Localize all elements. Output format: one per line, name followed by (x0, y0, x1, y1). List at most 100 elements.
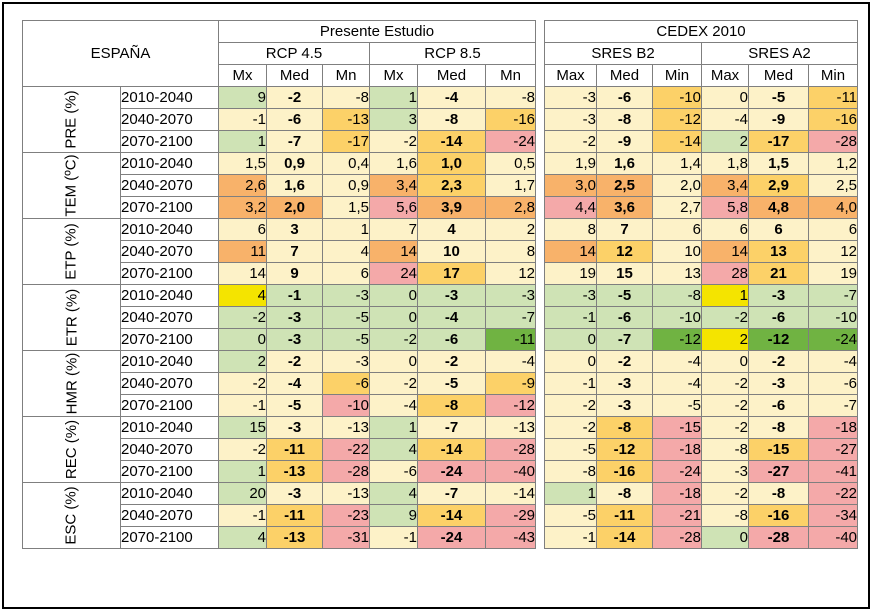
value-cell: -34 (807, 504, 859, 527)
value-cell: 10 (417, 240, 486, 263)
value-cell: -12 (652, 328, 702, 351)
period-label: 2070-2100 (120, 196, 219, 219)
column-header: Mx (369, 64, 418, 87)
region-label: ESPAÑA (22, 20, 219, 87)
value-cell: 19 (544, 262, 597, 285)
value-cell: 0 (701, 350, 749, 373)
value-cell: -2 (701, 306, 749, 329)
column-header: Max (701, 64, 749, 87)
value-cell: 3 (369, 108, 418, 131)
value-cell: 1,6 (266, 174, 323, 197)
column-header: Min (652, 64, 702, 87)
value-cell: -9 (748, 108, 809, 131)
period-label: 2040-2070 (120, 174, 219, 197)
value-cell: 1,6 (369, 152, 418, 175)
value-cell: 2,3 (417, 174, 486, 197)
value-cell: -24 (484, 130, 537, 153)
value-cell: -8 (417, 394, 486, 417)
value-cell: -4 (417, 306, 486, 329)
variable-label: HMR (%) (22, 350, 121, 417)
scenario-sres-b2: SRES B2 (544, 42, 702, 65)
variable-label-text: ESC (%) (63, 486, 80, 545)
value-cell: -6 (596, 306, 653, 329)
value-cell: 21 (748, 262, 809, 285)
value-cell: -1 (369, 526, 418, 549)
value-cell: 3,4 (701, 174, 749, 197)
value-cell: -24 (807, 328, 859, 351)
table-row: 3,0 2,5 2,0 3,4 2,9 2,5 (544, 174, 859, 197)
value-cell: 1,9 (544, 152, 597, 175)
value-cell: 3,4 (369, 174, 418, 197)
value-cell: 13 (748, 240, 809, 263)
value-cell: 1,5 (218, 152, 267, 175)
value-cell: -6 (748, 306, 809, 329)
value-cell: 3,6 (596, 196, 653, 219)
period-label: 2070-2100 (120, 460, 219, 483)
value-cell: -8 (748, 416, 809, 439)
value-cell: 6 (807, 218, 859, 241)
value-cell: -6 (596, 86, 653, 109)
variable-label: REC (%) (22, 416, 121, 483)
value-cell: -2 (218, 306, 267, 329)
value-cell: 12 (807, 240, 859, 263)
value-cell: 3 (266, 218, 323, 241)
value-cell: 4,8 (748, 196, 809, 219)
period-label: 2010-2040 (120, 350, 219, 373)
period-label: 2070-2100 (120, 394, 219, 417)
value-cell: 4 (322, 240, 370, 263)
period-label: 2010-2040 (120, 152, 219, 175)
table-row: 2040-2070 2,6 1,6 0,9 3,4 2,3 1,7 (23, 174, 537, 197)
value-cell: 1,6 (596, 152, 653, 175)
value-cell: -2 (701, 394, 749, 417)
value-cell: -2 (218, 438, 267, 461)
value-cell: -8 (322, 86, 370, 109)
variable-label-text: TEM (ºC) (62, 154, 80, 217)
value-cell: -11 (266, 504, 323, 527)
study-label: Presente Estudio (217, 20, 537, 43)
value-cell: -3 (266, 416, 323, 439)
value-cell: -6 (807, 372, 859, 395)
column-header: Mx (218, 64, 267, 87)
value-cell: -17 (748, 130, 809, 153)
value-cell: -6 (322, 372, 370, 395)
value-cell: -4 (266, 372, 323, 395)
value-cell: -14 (417, 438, 486, 461)
value-cell: -8 (701, 438, 749, 461)
variable-label: ETR (%) (22, 284, 121, 351)
value-cell: -3 (417, 284, 486, 307)
value-cell: -16 (484, 108, 537, 131)
value-cell: 4 (218, 284, 267, 307)
value-cell: 4 (369, 438, 418, 461)
value-cell: 17 (417, 262, 486, 285)
table-row: -1 -3 -4 -2 -3 -6 (544, 372, 859, 395)
value-cell: -1 (218, 108, 267, 131)
value-cell: 2 (484, 218, 537, 241)
value-cell: 0,9 (322, 174, 370, 197)
table-row: 2070-2100 0 -3 -5 -2 -6 -11 (23, 328, 537, 351)
value-cell: -4 (652, 372, 702, 395)
variable-label-text: ETR (%) (63, 288, 80, 347)
scenario-rcp45: RCP 4.5 (218, 42, 370, 65)
value-cell: -8 (417, 108, 486, 131)
value-cell: -2 (369, 328, 418, 351)
value-cell: 14 (369, 240, 418, 263)
table-row: -3 -5 -8 1 -3 -7 (544, 284, 859, 307)
value-cell: -1 (544, 306, 597, 329)
value-cell: -5 (322, 328, 370, 351)
value-cell: -11 (266, 438, 323, 461)
value-cell: -10 (322, 394, 370, 417)
value-cell: 15 (596, 262, 653, 285)
table-row: 1 -8 -18 -2 -8 -22 (544, 482, 859, 505)
value-cell: -2 (266, 350, 323, 373)
value-cell: 1 (701, 284, 749, 307)
value-cell: 0 (369, 306, 418, 329)
value-cell: 6 (701, 218, 749, 241)
value-cell: -18 (652, 482, 702, 505)
value-cell: 14 (218, 262, 267, 285)
value-cell: -6 (417, 328, 486, 351)
value-cell: 1 (369, 86, 418, 109)
period-label: 2040-2070 (120, 372, 219, 395)
table-row: -8 -16 -24 -3 -27 -41 (544, 460, 859, 483)
value-cell: 2 (701, 328, 749, 351)
